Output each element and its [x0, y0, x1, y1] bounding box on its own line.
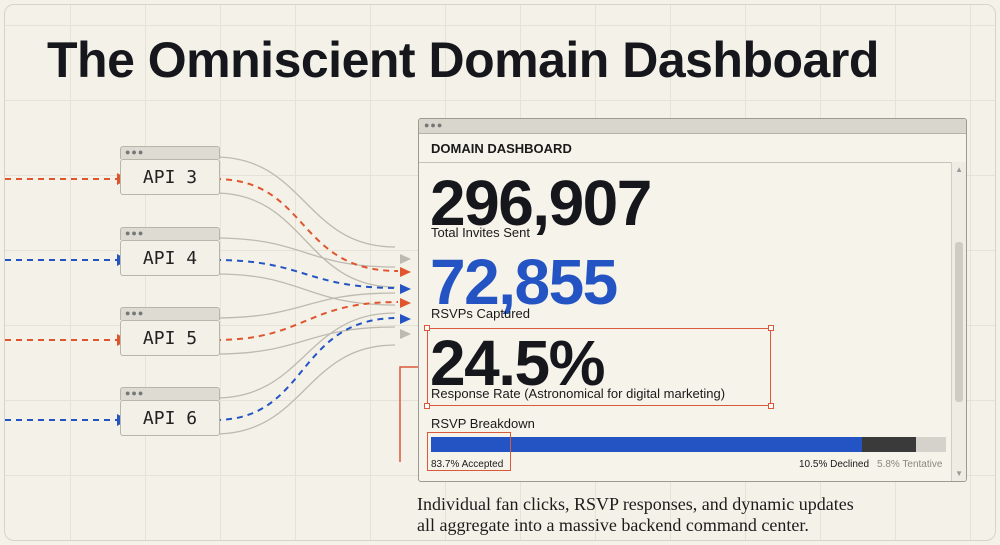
- dashboard-heading: DOMAIN DASHBOARD: [431, 141, 572, 156]
- response-rate-value: 24.5%: [430, 327, 605, 399]
- band-api3-top: [214, 156, 396, 248]
- scrollbar[interactable]: ▲ ▼: [951, 162, 966, 481]
- tentative-label: 5.8% Tentative: [877, 459, 943, 470]
- tentative-segment: [916, 437, 946, 452]
- band-api6-bot: [214, 344, 396, 435]
- total-invites-label: Total Invites Sent: [431, 225, 530, 240]
- caption-line-2: all aggregate into a massive backend com…: [417, 515, 809, 535]
- band-api3-bot: [214, 192, 396, 288]
- accepted-highlight-box: [427, 432, 511, 471]
- rate-handle-tl: [424, 325, 430, 331]
- out-line-api6: [214, 317, 399, 421]
- band-api4-top: [214, 237, 396, 268]
- band-api5-bot: [214, 326, 396, 355]
- api4-titlebar: ●●●: [120, 227, 220, 240]
- band-api5-top: [214, 292, 396, 319]
- diagram-frame: The Omniscient Domain Dashboard: [4, 4, 996, 541]
- api6-titlebar: ●●●: [120, 387, 220, 400]
- scroll-up-icon[interactable]: ▲: [955, 165, 963, 174]
- total-invites-value: 296,907: [430, 167, 652, 239]
- dash-arrow-5: [400, 314, 411, 324]
- dash-arrow-1: [400, 254, 411, 264]
- api4-node: API 4: [120, 240, 220, 276]
- caption: Individual fan clicks, RSVP responses, a…: [417, 494, 977, 536]
- page-title: The Omniscient Domain Dashboard: [47, 32, 879, 88]
- rsvp-breakdown-bar: [431, 437, 946, 452]
- dashboard-window: ●●● DOMAIN DASHBOARD 296,907 Total Invit…: [418, 118, 967, 482]
- accepted-segment: [431, 437, 863, 452]
- out-line-api3: [214, 178, 399, 272]
- response-rate-label: Response Rate (Astronomical for digital …: [431, 386, 726, 401]
- dashboard-titlebar: ●●●: [419, 119, 966, 134]
- declined-segment: [862, 437, 917, 452]
- band-api4-bot: [214, 273, 396, 306]
- annotation-connector: [399, 366, 425, 462]
- api5-titlebar: ●●●: [120, 307, 220, 320]
- accepted-label: 83.7% Accepted: [431, 459, 504, 470]
- rate-handle-tr: [768, 325, 774, 331]
- dash-arrow-6: [400, 329, 411, 339]
- rsvps-label: RSVPs Captured: [431, 306, 530, 321]
- dash-arrow-2: [400, 267, 411, 277]
- rate-handle-bl: [424, 403, 430, 409]
- rsvps-value: 72,855: [430, 246, 618, 318]
- breakdown-title: RSVP Breakdown: [431, 416, 535, 431]
- caption-line-1: Individual fan clicks, RSVP responses, a…: [417, 494, 854, 514]
- scroll-down-icon[interactable]: ▼: [955, 469, 963, 478]
- scrollbar-thumb[interactable]: [955, 242, 963, 402]
- band-api6-top: [214, 312, 396, 399]
- api3-node: API 3: [120, 159, 220, 195]
- heading-divider: [419, 162, 966, 163]
- rate-handle-br: [768, 403, 774, 409]
- out-line-api4: [214, 259, 399, 289]
- dash-arrow-3: [400, 284, 411, 294]
- out-line-api5: [214, 301, 399, 341]
- api5-node: API 5: [120, 320, 220, 356]
- api6-node: API 6: [120, 400, 220, 436]
- dash-arrow-4: [400, 298, 411, 308]
- declined-label: 10.5% Declined: [799, 459, 870, 470]
- api3-titlebar: ●●●: [120, 146, 220, 159]
- rate-highlight-box: [427, 328, 771, 406]
